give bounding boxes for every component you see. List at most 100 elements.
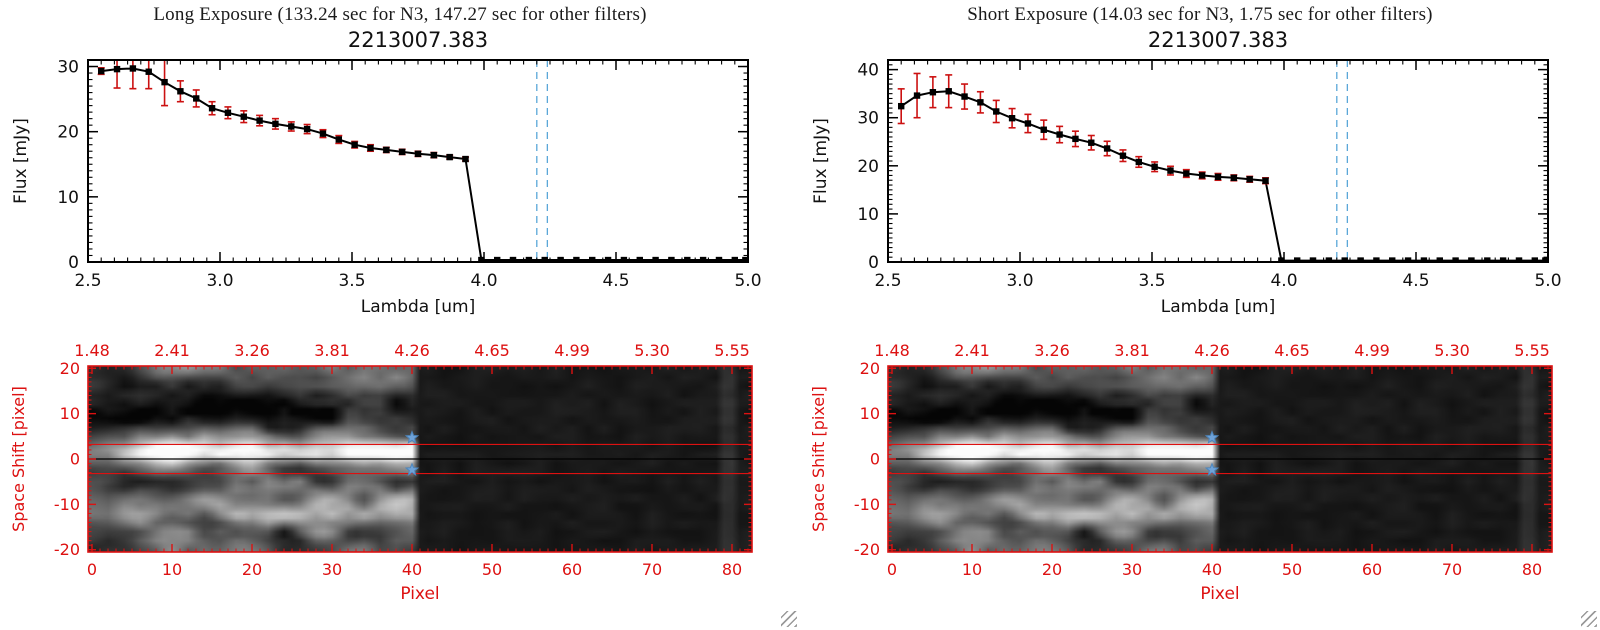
shift-tick-label: 0 — [70, 450, 80, 469]
data-marker — [1542, 257, 1548, 262]
data-marker — [1484, 257, 1491, 262]
data-marker — [113, 65, 121, 73]
y-tick-label: 30 — [857, 109, 879, 129]
data-marker — [319, 130, 327, 137]
x-tick-label: 4.0 — [1270, 271, 1297, 291]
chart-title: 2213007.383 — [1148, 28, 1288, 52]
data-marker — [1515, 257, 1523, 262]
data-marker — [620, 256, 628, 262]
data-marker — [1389, 257, 1396, 262]
data-marker — [1420, 257, 1428, 262]
ticks — [887, 59, 1549, 263]
ticks — [87, 59, 749, 263]
data-marker — [715, 256, 723, 262]
shift-tick-label: 20 — [60, 359, 80, 378]
panel-header-long: Long Exposure (133.24 sec for N3, 147.27… — [153, 4, 647, 25]
y-tick-label: 10 — [857, 205, 879, 225]
data-marker — [1436, 257, 1443, 262]
y-tick-label: 0 — [68, 253, 79, 273]
data-marker — [351, 141, 358, 148]
shift-axis-label: Space Shift [pixel] — [809, 386, 828, 532]
pixel-tick-label: 20 — [1042, 560, 1062, 579]
data-marker — [1008, 114, 1016, 122]
data-marker — [1135, 158, 1142, 166]
axis-border — [887, 59, 1549, 263]
data-marker — [161, 78, 168, 86]
flux-spectrum-chart-short: 2213007.383 2.5 3.0 3.5 4.0 4.5 5.0 0 10 20 30 40 La… — [811, 28, 1562, 317]
data-marker — [1056, 131, 1063, 138]
wavelength-tick-label: 5.55 — [1514, 341, 1550, 360]
pixel-axis-label: Pixel — [1200, 584, 1239, 604]
major-ticks — [87, 60, 749, 263]
data-marker — [1278, 257, 1285, 262]
x-axis-label: Lambda [um] — [1161, 297, 1275, 317]
star-marker — [1204, 430, 1220, 444]
data-marker — [1325, 257, 1333, 262]
pixel-tick-label: 20 — [242, 560, 262, 579]
data-marker — [1357, 257, 1364, 262]
shift-tick-label: 20 — [860, 359, 880, 378]
pixel-tick-label: 40 — [402, 560, 422, 579]
data-marker — [98, 67, 105, 75]
x-tick-label: 5.0 — [1534, 271, 1561, 291]
panel-long-exposure: Long Exposure (133.24 sec for N3, 147.27… — [9, 4, 797, 627]
wavelength-tick-label: 5.30 — [634, 341, 670, 360]
data-marker — [699, 256, 707, 262]
y-tick-label: 20 — [57, 123, 79, 143]
x-tick-label: 2.5 — [874, 271, 901, 291]
x-tick-label: 3.5 — [338, 271, 365, 291]
shift-tick-label: 10 — [60, 404, 80, 423]
data-marker — [1040, 126, 1047, 133]
wavelength-tick-label: 4.26 — [394, 341, 430, 360]
wavelength-tick-label: 5.30 — [1434, 341, 1470, 360]
data-marker — [1198, 172, 1206, 179]
data-marker — [129, 65, 137, 72]
shift-axis-label: Space Shift [pixel] — [9, 386, 28, 532]
data-marker — [604, 256, 612, 262]
pixel-tick-label: 70 — [1442, 560, 1462, 579]
pixel-tick-label: 80 — [722, 560, 742, 579]
pixel-axis-label: Pixel — [400, 584, 439, 604]
data-marker — [1151, 163, 1158, 170]
wavelength-tick-label: 4.65 — [474, 341, 510, 360]
data-marker — [145, 68, 152, 75]
data-marker — [1167, 167, 1174, 174]
data-marker — [1072, 135, 1079, 143]
spectrum-line — [900, 90, 1546, 262]
resize-grip-short[interactable] — [1581, 611, 1597, 627]
y-tick-label: 10 — [57, 188, 79, 208]
data-marker — [589, 256, 596, 262]
data-marker — [993, 108, 1000, 115]
image-border — [887, 365, 1553, 553]
data-marker — [1468, 257, 1475, 262]
wavelength-tick-label: 3.26 — [1034, 341, 1070, 360]
data-marker — [256, 117, 263, 124]
data-marker — [478, 256, 485, 262]
pixel-tick-label: 60 — [1362, 560, 1382, 579]
data-marker — [303, 125, 311, 133]
data-marker — [335, 136, 342, 143]
image-border — [87, 365, 753, 553]
x-tick-label: 4.5 — [1402, 271, 1429, 291]
data-marker — [1024, 120, 1032, 127]
wavelength-tick-label: 5.55 — [714, 341, 750, 360]
pixel-tick-label: 80 — [1522, 560, 1542, 579]
pixel-tick-label: 30 — [1122, 560, 1142, 579]
resize-grip-long[interactable] — [781, 611, 797, 627]
axis-border — [87, 59, 749, 263]
data-marker — [509, 256, 517, 262]
pixel-tick-label: 0 — [887, 560, 897, 579]
chart-title: 2213007.383 — [348, 28, 488, 52]
data-marker — [383, 146, 390, 154]
data-marker — [636, 256, 643, 262]
pixel-tick-label: 50 — [482, 560, 502, 579]
data-marker — [398, 148, 406, 156]
wavelength-tick-label: 4.99 — [1354, 341, 1390, 360]
major-ticks — [887, 60, 1549, 263]
data-marker — [177, 88, 184, 95]
wavelength-tick-label: 3.26 — [234, 341, 270, 360]
y-tick-label: 0 — [868, 253, 879, 273]
data-marker — [668, 256, 675, 262]
data-marker — [525, 256, 533, 262]
